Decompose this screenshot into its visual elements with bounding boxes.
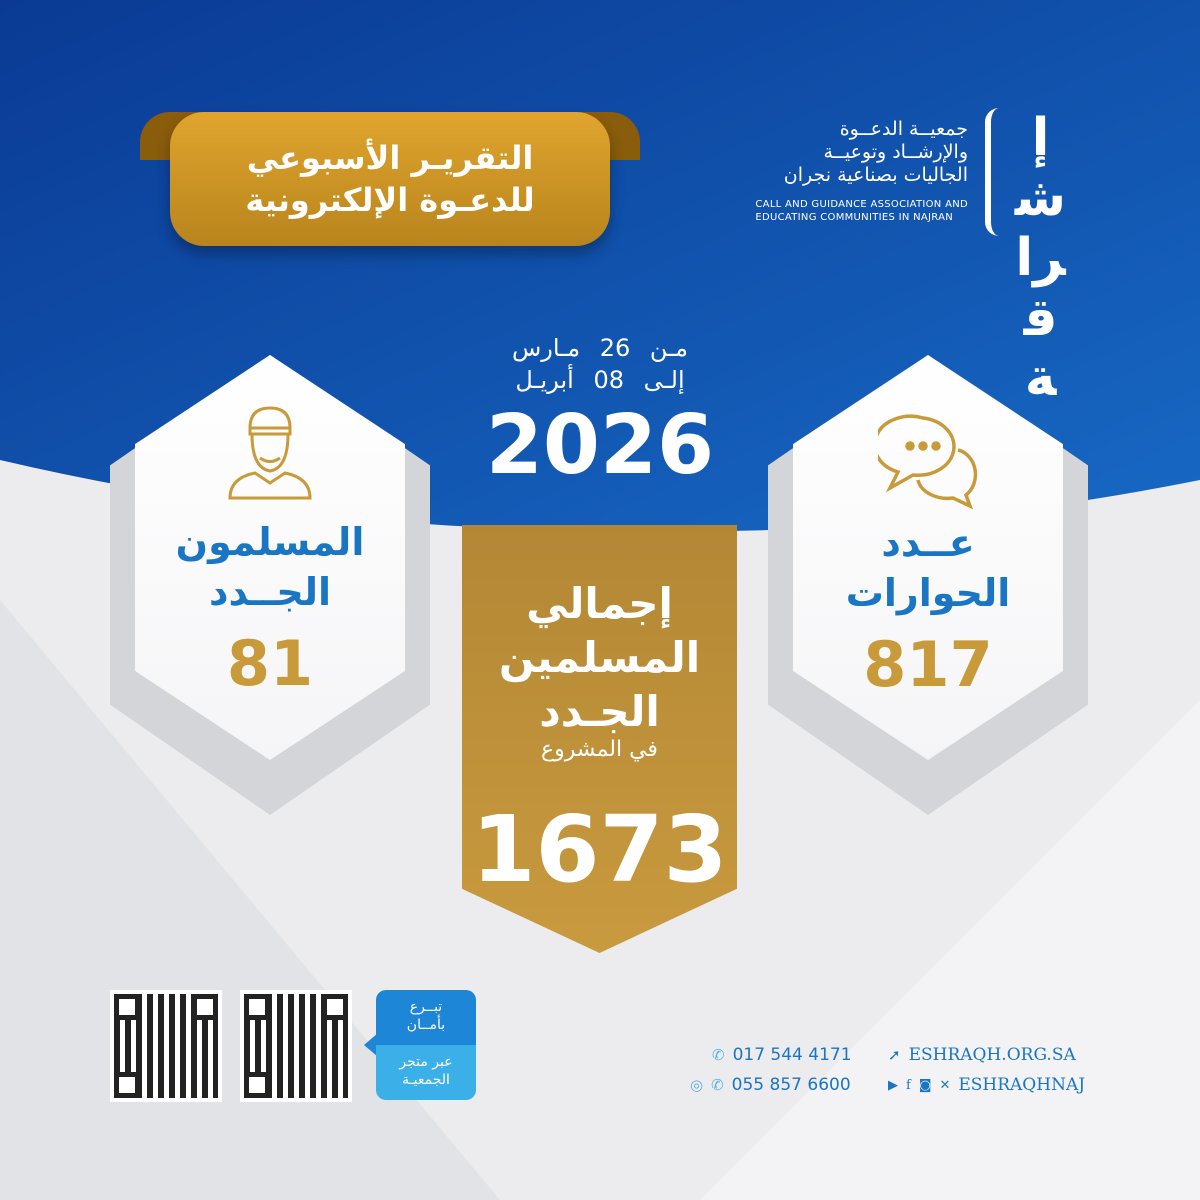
- donate-text: تبــرع: [409, 999, 443, 1015]
- dialogues-card: عــدد الحوارات 817: [768, 355, 1093, 815]
- logo-mark: إشراقة: [985, 108, 1090, 408]
- card-value: 817: [863, 628, 993, 701]
- facebook-icon[interactable]: f: [906, 1077, 911, 1093]
- logo-ar-line: والإرشــاد وتوعيــة: [823, 141, 968, 163]
- period-from: مـن 26 مـارس: [511, 334, 689, 362]
- social-username[interactable]: ESHRAQHNAJ: [958, 1075, 1086, 1095]
- qr-code[interactable]: [240, 990, 352, 1102]
- donate-text: بأمــان: [406, 1017, 446, 1033]
- new-muslims-card: المسلمون الجــدد 81: [110, 355, 435, 815]
- period-to: إلـى 08 أبريـل: [515, 366, 685, 394]
- logo-mark-text: إشراقة: [1014, 108, 1067, 408]
- donate-button[interactable]: تبــرع بأمــان عبر متجر الجمعيـة: [376, 990, 476, 1100]
- period-dates: مـن 26 مـارس إلـى 08 أبريـل: [480, 332, 720, 396]
- whatsapp-icon: ◎: [690, 1076, 704, 1094]
- total-subtitle: في المشروع: [541, 737, 658, 762]
- phone-icon: ✆: [712, 1046, 725, 1064]
- logo-ar-line: جمعيــة الدعــوة: [839, 118, 968, 140]
- website-url[interactable]: ESHRAQH.ORG.SA: [908, 1045, 1076, 1065]
- total-title: الجـدد: [539, 687, 660, 736]
- x-icon[interactable]: ✕: [939, 1077, 951, 1093]
- period-year: 2026: [485, 398, 715, 493]
- whatsapp-number[interactable]: 055 857 6600: [731, 1075, 851, 1095]
- logo-arabic-name: جمعيــة الدعــوة والإرشــاد وتوعيــة الج…: [784, 118, 968, 187]
- card-title: المسلمون: [175, 520, 365, 564]
- total-new-muslims-shield: إجمالي المسلمين الجـدد في المشروع 1673: [462, 525, 737, 953]
- banner-line-1: التقريـر الأسبوعي: [246, 139, 534, 177]
- social-handle[interactable]: ▶ f ◙ ✕ ESHRAQHNAJ: [888, 1075, 1085, 1095]
- cursor-click-icon: ➚: [888, 1046, 901, 1064]
- card-value: 81: [226, 627, 314, 700]
- logo-en-line: CALL AND GUIDANCE ASSOCIATION AND: [755, 199, 968, 210]
- phone-contact[interactable]: ✆ 017 544 4171: [712, 1045, 852, 1065]
- qr-code[interactable]: [110, 990, 222, 1102]
- logo-en-line: EDUCATING COMMUNITIES IN NAJRAN: [755, 212, 954, 223]
- muslim-man-icon: [228, 406, 312, 500]
- card-title: الجــدد: [208, 570, 332, 614]
- instagram-icon[interactable]: ◙: [918, 1077, 932, 1093]
- banner-line-2: للدعـوة الإلكترونية: [245, 181, 535, 219]
- chat-bubbles-icon: [878, 414, 978, 510]
- card-title: عــدد: [881, 521, 975, 565]
- total-title: إجمالي: [526, 579, 673, 628]
- total-title: المسلمين: [498, 633, 701, 682]
- report-title-banner: التقريـر الأسبوعي للدعـوة الإلكترونية: [170, 112, 610, 246]
- donate-text: الجمعيـة: [402, 1072, 450, 1088]
- website-link[interactable]: ➚ ESHRAQH.ORG.SA: [888, 1045, 1076, 1065]
- whatsapp-contact[interactable]: ◎ ✆ 055 857 6600: [690, 1075, 851, 1095]
- youtube-icon[interactable]: ▶: [888, 1077, 898, 1093]
- phone-icon: ✆: [711, 1076, 724, 1094]
- donate-pointer-icon: [364, 1033, 378, 1057]
- phone-number[interactable]: 017 544 4171: [732, 1045, 852, 1065]
- donate-text: عبر متجر: [399, 1054, 453, 1070]
- logo-english-name: CALL AND GUIDANCE ASSOCIATION AND EDUCAT…: [755, 198, 968, 224]
- logo-ar-line: الجاليات بصناعية نجران: [783, 164, 968, 186]
- card-title: الحوارات: [845, 571, 1011, 615]
- total-value: 1673: [471, 796, 728, 903]
